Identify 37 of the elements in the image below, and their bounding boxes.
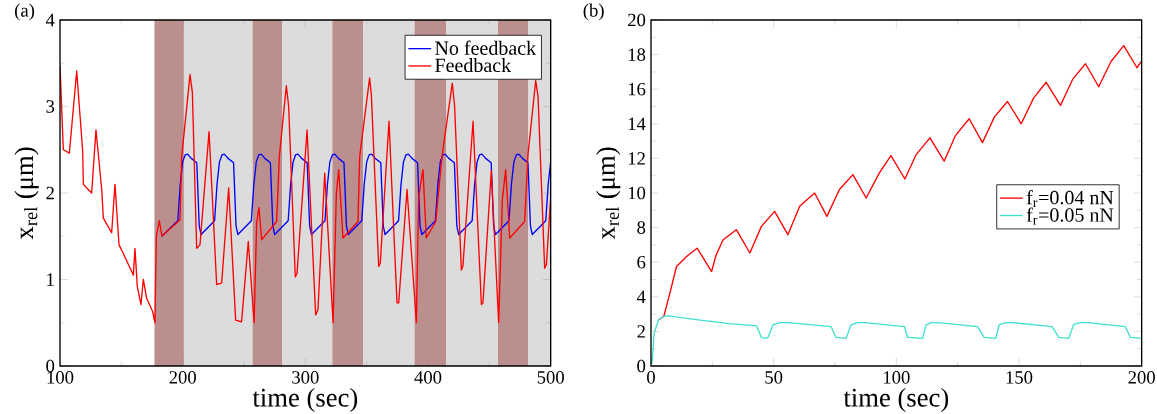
x-tick-label: 500 — [537, 371, 564, 384]
legend-label: No feedback — [435, 40, 537, 55]
y-tick-label: 1 — [47, 273, 54, 286]
x-axis-title: time (sec) — [252, 387, 358, 413]
y-tick-label: 4 — [45, 13, 55, 27]
y-axis-title: x$_{rel}$ (μm) — [14, 147, 39, 240]
x-tick-label: 100 — [883, 371, 910, 384]
y-tick-label: 0 — [637, 359, 646, 373]
x-tick-label: 150 — [1006, 371, 1033, 384]
y-tick-label: 20 — [628, 13, 646, 27]
y-axis-title: x$_{rel}$ (μm) — [596, 147, 621, 240]
x-tick-label: 400 — [414, 371, 442, 384]
legend-label: Feedback — [435, 58, 512, 73]
x-tick-label: 300 — [292, 371, 319, 384]
y-tick-label: 2 — [637, 325, 645, 338]
x-axis-title: time (sec) — [843, 387, 949, 413]
chart-title: (a) — [15, 3, 35, 21]
x-tick-label: 50 — [765, 371, 783, 384]
y-tick-label: 6 — [637, 255, 646, 269]
y-tick-label: 12 — [628, 152, 645, 165]
y-tick-label: 2 — [46, 186, 54, 200]
legend-label: f$_{r}$=0.05 nN — [1026, 207, 1114, 225]
x-tick-label: 200 — [1128, 371, 1155, 384]
y-tick-label: 14 — [628, 117, 646, 130]
chart-title: (b) — [583, 3, 604, 21]
x-tick-label: 0 — [647, 371, 655, 384]
y-tick-label: 8 — [637, 221, 646, 234]
x-tick-label: 100 — [47, 371, 74, 384]
y-tick-label: 4 — [636, 290, 646, 303]
x-tick-label: 200 — [169, 371, 196, 384]
y-tick-label: 0 — [46, 359, 55, 373]
y-tick-label: 18 — [628, 48, 646, 61]
line-series — [651, 315, 1142, 365]
y-tick-label: 16 — [628, 82, 646, 96]
legend-label: f$_{r}$=0.04 nN — [1026, 190, 1114, 208]
y-tick-label: 3 — [46, 100, 55, 113]
y-tick-label: 10 — [628, 186, 646, 200]
